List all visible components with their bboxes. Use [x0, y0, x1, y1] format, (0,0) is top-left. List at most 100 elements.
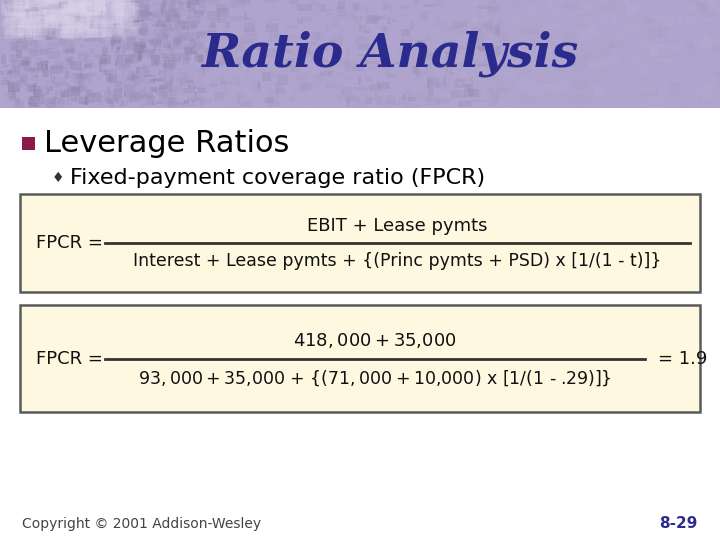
Bar [21, 77, 28, 84]
Bar [682, 0, 690, 1]
Bar [57, 91, 65, 93]
Bar [154, 28, 158, 37]
Bar [546, 18, 558, 23]
Bar [122, 69, 125, 76]
Bar [642, 64, 654, 68]
Bar [84, 64, 91, 66]
Bar [76, 82, 83, 85]
Bar [128, 54, 137, 63]
Bar [54, 16, 59, 22]
Bar [102, 11, 110, 17]
Bar [49, 8, 73, 25]
Bar [192, 65, 197, 68]
Bar [467, 84, 473, 91]
Bar [197, 55, 203, 62]
Bar [67, 62, 74, 65]
Bar [712, 1, 720, 6]
Bar [500, 72, 515, 76]
Bar [325, 64, 332, 72]
Bar [587, 69, 598, 72]
Bar [698, 92, 711, 103]
Bar [575, 55, 593, 66]
Bar [116, 86, 122, 93]
Bar [126, 58, 135, 64]
Bar [590, 43, 609, 47]
Bar [255, 52, 259, 57]
Bar [135, 44, 145, 53]
Bar [582, 53, 588, 59]
Bar [157, 39, 162, 47]
Bar [197, 0, 212, 3]
Bar [75, 74, 84, 80]
Bar [96, 2, 101, 8]
Bar [131, 1, 140, 3]
Bar [436, 38, 443, 44]
Bar [115, 9, 127, 15]
Bar [324, 90, 331, 94]
Bar [644, 58, 660, 63]
Bar [42, 98, 45, 105]
Bar [347, 98, 350, 107]
Bar [515, 82, 535, 90]
Bar [92, 30, 101, 39]
Bar [387, 74, 397, 77]
Bar [304, 47, 311, 55]
Bar [320, 68, 324, 72]
Bar [70, 0, 80, 8]
Bar [4, 29, 24, 39]
Bar [379, 38, 385, 41]
Bar [451, 91, 454, 99]
Bar [633, 39, 652, 46]
Bar [544, 21, 553, 31]
Bar [600, 27, 613, 37]
Bar [116, 1, 125, 7]
Bar [241, 59, 256, 66]
Bar [330, 0, 341, 1]
Bar [148, 12, 151, 15]
Bar [30, 96, 40, 102]
Bar [167, 97, 176, 105]
Bar [21, 3, 30, 9]
Bar [262, 95, 270, 98]
Bar [266, 29, 271, 36]
Bar [379, 45, 393, 50]
Bar [187, 97, 197, 101]
Bar [621, 0, 629, 3]
Bar [222, 52, 225, 60]
Bar [615, 28, 619, 38]
Bar [657, 38, 663, 41]
Bar [1, 80, 10, 85]
Bar [528, 14, 545, 21]
Bar [487, 37, 491, 40]
Bar [81, 2, 106, 11]
Bar [697, 68, 703, 77]
Bar [341, 90, 348, 98]
Bar [428, 25, 439, 28]
Bar [165, 10, 170, 17]
Bar [91, 22, 99, 30]
Bar [455, 78, 458, 87]
Bar [64, 25, 73, 38]
Bar [708, 97, 719, 102]
Bar [418, 71, 431, 75]
Bar [498, 21, 505, 28]
Bar [480, 48, 486, 52]
Bar [18, 76, 26, 84]
Bar [231, 16, 244, 22]
Bar [59, 98, 68, 106]
Bar [71, 78, 81, 83]
Bar [595, 5, 612, 10]
Bar [47, 43, 58, 50]
Bar [637, 103, 647, 107]
Bar [205, 48, 212, 56]
Bar [27, 10, 30, 15]
Bar [343, 60, 351, 70]
Bar [374, 97, 382, 105]
Bar [55, 25, 68, 30]
Bar [643, 17, 652, 22]
Bar [37, 94, 47, 100]
Bar [114, 0, 136, 15]
Bar [83, 59, 93, 63]
Bar [204, 65, 210, 69]
Bar [75, 4, 86, 14]
